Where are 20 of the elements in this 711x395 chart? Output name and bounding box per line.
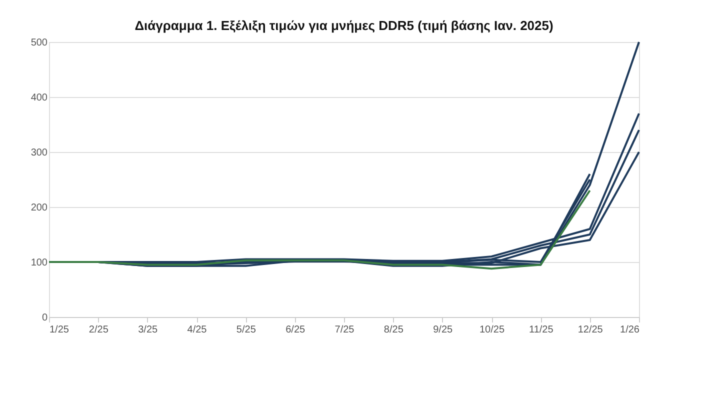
- y-tick-label: 300: [30, 148, 48, 158]
- y-tick-label: 100: [30, 258, 48, 268]
- x-tick-label: 3/25: [138, 324, 158, 336]
- x-tick-label: 1/26: [620, 324, 640, 336]
- x-tick-label: 8/25: [384, 324, 404, 336]
- x-tick-label: 2/25: [88, 324, 109, 336]
- x-tick-label: 9/25: [433, 324, 453, 336]
- x-tick-label: 6/25: [286, 324, 306, 336]
- x-tick-label: 12/25: [578, 324, 604, 336]
- y-tick-label: 500: [30, 38, 48, 48]
- x-tick-label: 1/25: [50, 324, 70, 336]
- x-tick-label: 7/25: [334, 324, 355, 336]
- x-tick-label: 10/25: [479, 324, 505, 336]
- x-tick-label: 5/25: [236, 324, 256, 336]
- x-tick-label: 4/25: [187, 324, 208, 336]
- y-tick-label: 0: [42, 312, 48, 324]
- x-tick-label: 11/25: [529, 324, 554, 336]
- y-tick-label: 400: [30, 92, 48, 104]
- y-tick-label: 200: [30, 202, 48, 214]
- chart-title: Διάγραμμα 1. Εξέλιξη τιμών για μνήμες DDR5 (τιμή βάσης Ιαν. 2025): [134, 18, 554, 33]
